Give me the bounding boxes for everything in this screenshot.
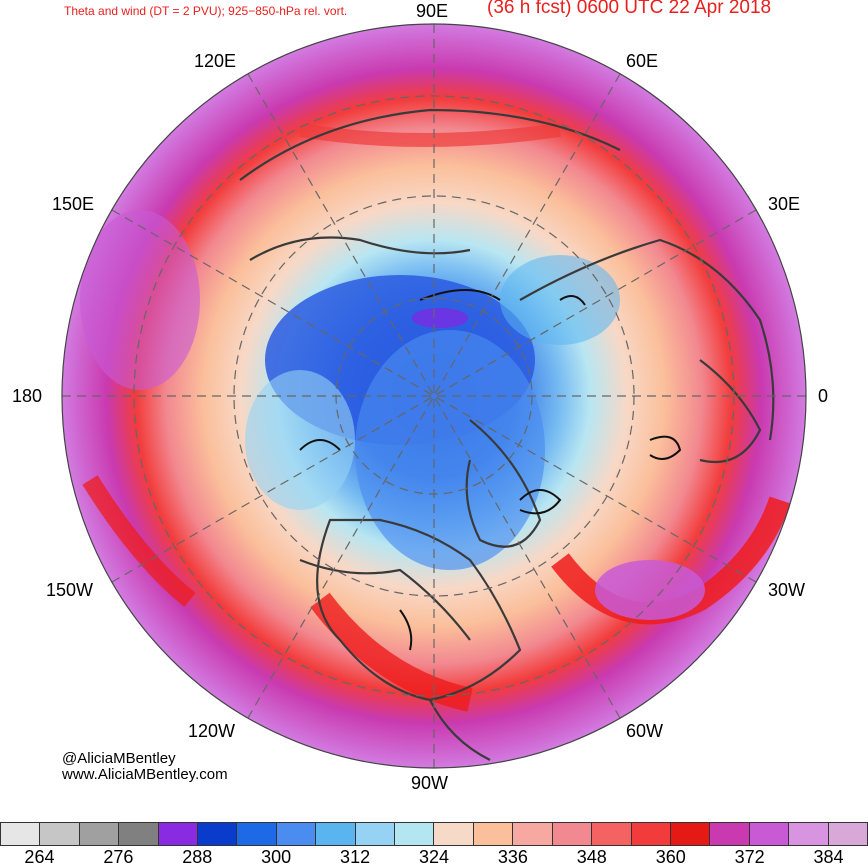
colorbar: [0, 822, 868, 846]
lon-label-150e: 150E: [52, 194, 95, 214]
colorbar-segment: [119, 822, 159, 846]
colorbar-tick-label: 336: [497, 847, 528, 867]
cold-pool-blob: [355, 330, 545, 570]
colorbar-segment: [789, 822, 829, 846]
graticule: [62, 24, 806, 768]
lon-label-120e: 120E: [194, 51, 237, 71]
colorbar-tick-label: 348: [576, 847, 607, 867]
cold-pool-blob: [245, 370, 355, 510]
map-border: [61, 23, 807, 769]
colorbar-segment: [473, 822, 514, 846]
polar-stereographic-map: [61, 23, 807, 769]
colorbar-segment: [79, 822, 120, 846]
lon-label-60w: 60W: [626, 721, 664, 741]
colorbar-segment: [276, 822, 317, 846]
colorbar-segment: [0, 822, 41, 846]
colorbar-tick-label: 360: [655, 847, 686, 867]
colorbar-segment: [828, 822, 868, 846]
colorbar-segment: [237, 822, 277, 846]
lon-label-30w: 30W: [768, 580, 806, 600]
lon-label-180: 180: [12, 386, 43, 406]
colorbar-segment: [670, 822, 711, 846]
colorbar-tick-label: 276: [103, 847, 134, 867]
colorbar-segment: [434, 822, 474, 846]
lon-label-0: 0: [818, 386, 829, 406]
lon-label-60e: 60E: [626, 51, 659, 71]
credit-handle: @AliciaMBentley: [62, 750, 176, 767]
colorbar-tick-label: 372: [734, 847, 765, 867]
colorbar-tick-label: 384: [813, 847, 844, 867]
colorbar-segment: [552, 822, 593, 846]
credit-block: @AliciaMBentley www.AliciaMBentley.com: [62, 751, 228, 783]
purple-core: [412, 308, 468, 328]
colorbar-segment: [592, 822, 632, 846]
lon-label-90w: 90W: [411, 773, 449, 793]
colorbar-segment: [631, 822, 671, 846]
lon-label-150w: 150W: [46, 580, 94, 600]
colorbar-segment: [355, 822, 396, 846]
colorbar-segment: [513, 822, 553, 846]
map-title-left: Theta and wind (DT = 2 PVU); 925−850-hPa…: [64, 4, 348, 18]
colorbar-segment: [749, 822, 790, 846]
lon-label-90e: 90E: [416, 1, 449, 21]
colorbar-tick-label: 288: [182, 847, 213, 867]
colorbar-tick-label: 324: [418, 847, 450, 867]
map-title-right: (36 h fcst) 0600 UTC 22 Apr 2018: [487, 0, 772, 18]
colorbar-segment: [710, 822, 750, 846]
colorbar-segment: [395, 822, 435, 846]
colorbar-tick-label: 264: [24, 847, 55, 867]
colorbar-segment: [40, 822, 80, 846]
purple-ridge: [595, 560, 705, 620]
warm-jet-streak: [298, 123, 561, 147]
lon-label-30e: 30E: [768, 194, 801, 214]
colorbar-segment: [158, 822, 199, 846]
colorbar-segment: [198, 822, 238, 846]
purple-ridge: [80, 210, 200, 390]
lon-label-120w: 120W: [188, 721, 236, 741]
vorticity-contours: [299, 289, 682, 651]
warm-jet-streak: [82, 475, 196, 608]
colorbar-segment: [316, 822, 356, 846]
colorbar-tick-label: 300: [261, 847, 292, 867]
credit-website: www.AliciaMBentley.com: [62, 766, 228, 783]
colorbar-tick-label: 312: [340, 847, 371, 867]
